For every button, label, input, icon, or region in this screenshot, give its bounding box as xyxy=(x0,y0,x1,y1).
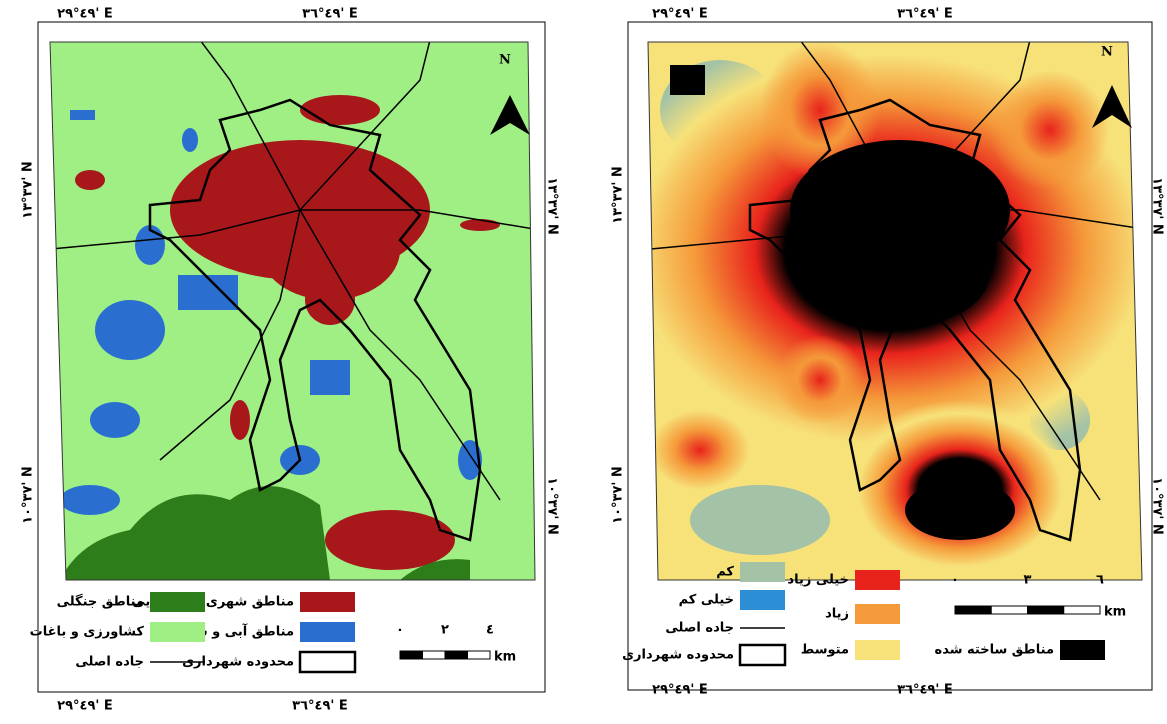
legend-swatch xyxy=(740,590,785,610)
latitude-label: ٣٧°١٠' N xyxy=(545,477,560,535)
legend-label: کم xyxy=(716,565,734,580)
legend-label: خیلی کم xyxy=(679,593,734,608)
legend-swatch xyxy=(855,604,900,624)
legend-label: مناطق ساخته شده xyxy=(935,643,1054,658)
legend-swatch xyxy=(740,562,785,582)
scale-bar-segment xyxy=(468,651,491,659)
legend-label: کشاورزی و باغات xyxy=(30,625,145,640)
longitude-label: ٤٩°٣٦' E xyxy=(897,683,953,698)
scale-bar-segment xyxy=(1028,606,1064,614)
latitude-label: ٣٧°١٠' N xyxy=(611,466,626,524)
legend-label: جاده اصلی xyxy=(665,621,734,636)
legend-swatch xyxy=(300,652,355,672)
scale-bar-segment xyxy=(423,651,446,659)
scale-bar-segment xyxy=(955,606,991,614)
figure: N N ٤٩°٢٩' E٤٩°٣٦' E٤٩°٢٩' E٤٩°٣٦' xyxy=(0,0,1167,720)
scale-label: ٤ xyxy=(486,623,494,638)
legend-label: محدوده شهرداری xyxy=(622,648,734,663)
legend-swatch xyxy=(855,570,900,590)
longitude-label: ٤٩°٢٩' E xyxy=(652,683,708,698)
longitude-label: ٤٩°٢٩' E xyxy=(652,7,708,22)
longitude-label: ٤٩°٢٩' E xyxy=(57,699,113,714)
legend-label: مناطق جنگلی xyxy=(57,594,144,610)
scale-label: ٢ xyxy=(441,623,449,638)
scale-unit: km xyxy=(494,650,516,665)
longitude-label: ٤٩°٣٦' E xyxy=(897,7,953,22)
scale-unit: km xyxy=(1104,605,1126,620)
right-map xyxy=(590,20,1167,585)
north-label: N xyxy=(1101,45,1113,60)
legend-swatch xyxy=(150,622,205,642)
latitude-label: ٣٧°١٠' N xyxy=(1150,477,1165,535)
legend-label: خیلی زیاد xyxy=(787,573,849,588)
scale-label: ٦ xyxy=(1096,573,1104,588)
scale-bar-segment xyxy=(400,651,423,659)
legend-swatch xyxy=(1060,640,1105,660)
longitude-label: ٤٩°٣٦' E xyxy=(292,699,348,714)
longitude-label: ٤٩°٢٩' E xyxy=(57,7,113,22)
scale-bar-segment xyxy=(1064,606,1100,614)
latitude-label: ٣٧°١٣' N xyxy=(545,177,560,235)
scale-label: ٠ xyxy=(396,623,404,638)
latitude-label: ٣٧°١٠' N xyxy=(21,466,36,524)
legend-label: جاده اصلی xyxy=(75,655,144,670)
longitude-label: ٤٩°٣٦' E xyxy=(302,7,358,22)
scale-bar-segment xyxy=(445,651,468,659)
north-label: N xyxy=(499,53,511,68)
legend-swatch xyxy=(150,592,205,612)
latitude-label: ٣٧°١٣' N xyxy=(21,161,36,219)
latitude-label: ٣٧°١٣' N xyxy=(1150,177,1165,235)
legend-label: متوسط xyxy=(801,643,849,658)
scale-label: ٠ xyxy=(951,573,959,588)
latitude-label: ٣٧°١٣' N xyxy=(611,166,626,224)
scale-label: ٣ xyxy=(1024,573,1032,588)
legend-swatch xyxy=(740,645,785,665)
legend-label: زیاد xyxy=(825,607,849,622)
scale-bar-segment xyxy=(991,606,1027,614)
legend-swatch xyxy=(300,592,355,612)
legend-swatch xyxy=(300,622,355,642)
left-map xyxy=(40,40,540,585)
legend-swatch xyxy=(855,640,900,660)
